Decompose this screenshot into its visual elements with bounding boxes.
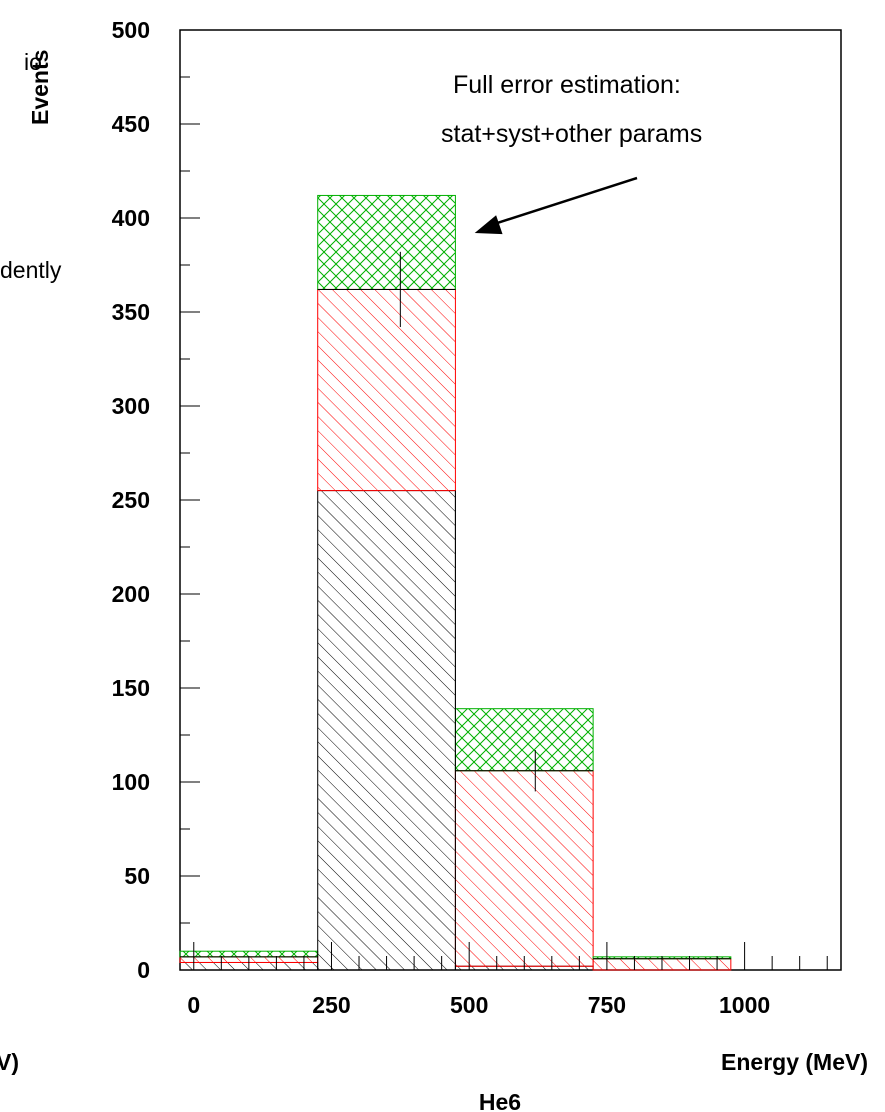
histogram-bars bbox=[179, 194, 732, 971]
y-tick-label-0: 0 bbox=[137, 957, 150, 983]
error-bars bbox=[399, 251, 536, 792]
y-tick-label-1: 50 bbox=[124, 863, 150, 889]
bar-2-layer-2 bbox=[454, 708, 594, 772]
x-tick-label-2: 500 bbox=[450, 992, 488, 1018]
cutoff-text-mid: dently bbox=[0, 257, 62, 283]
cutoff-text-bottom: V) bbox=[0, 1049, 19, 1075]
y-tick-label-2: 100 bbox=[112, 769, 150, 795]
y-tick-label-4: 200 bbox=[112, 581, 150, 607]
annotation-line-2: stat+syst+other params bbox=[441, 120, 702, 148]
bar-0-layer-2 bbox=[179, 950, 319, 958]
x-axis-title: Energy (MeV) bbox=[721, 1049, 868, 1075]
y-tick-label-9: 450 bbox=[112, 111, 150, 137]
y-tick-label-6: 300 bbox=[112, 393, 150, 419]
y-tick-label-10: 500 bbox=[112, 17, 150, 43]
x-tick-label-3: 750 bbox=[588, 992, 626, 1018]
bar-2-layer-1 bbox=[454, 770, 594, 967]
cutoff-text-top: io bbox=[24, 49, 42, 75]
bar-1-layer-0 bbox=[317, 490, 456, 971]
y-tick-label-7: 350 bbox=[112, 299, 150, 325]
x-tick-label-1: 250 bbox=[312, 992, 350, 1018]
y-tick-label-8: 400 bbox=[112, 205, 150, 231]
x-tick-label-0: 0 bbox=[187, 992, 200, 1018]
y-tick-label-5: 250 bbox=[112, 487, 150, 513]
bar-1-layer-1 bbox=[317, 288, 456, 492]
annotation-arrow-head bbox=[474, 215, 503, 235]
x-axis-ticks: 0 250 500 750 1000 bbox=[187, 942, 828, 1018]
annotation-line-1: Full error estimation: bbox=[453, 71, 681, 99]
plot-caption: He6 bbox=[479, 1089, 521, 1112]
x-tick-label-4: 1000 bbox=[719, 992, 770, 1018]
annotation-arrow-shaft bbox=[484, 176, 638, 229]
y-axis-ticks: 0 50 100 150 200 250 300 350 400 450 500 bbox=[112, 17, 200, 983]
y-tick-label-3: 150 bbox=[112, 675, 150, 701]
y-axis-title: Events bbox=[27, 50, 53, 125]
annotation-arrow bbox=[474, 176, 638, 235]
bar-1-layer-2 bbox=[317, 194, 456, 290]
